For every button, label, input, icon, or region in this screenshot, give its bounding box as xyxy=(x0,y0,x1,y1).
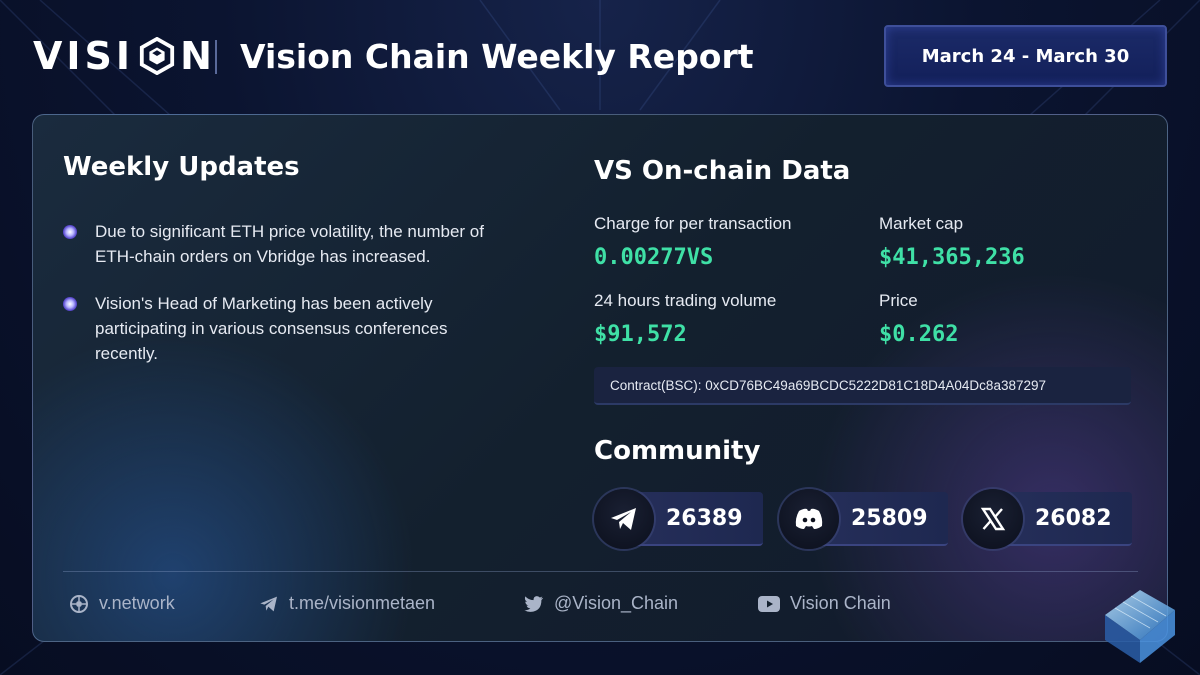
vision-logo: VISI N xyxy=(33,36,216,76)
list-item: Due to significant ETH price volatility,… xyxy=(63,219,513,269)
twitter-link-text: @Vision_Chain xyxy=(554,593,679,613)
discord-icon xyxy=(779,489,839,549)
report-panel: Weekly Updates Due to significant ETH pr… xyxy=(32,114,1168,642)
bullet-icon xyxy=(63,297,77,311)
globe-icon xyxy=(70,594,88,613)
logo-text-right: N xyxy=(180,34,216,78)
market-cap-value: $41,365,236 xyxy=(879,245,1025,270)
volume-value: $91,572 xyxy=(594,322,687,347)
onchain-data-title: VS On-chain Data xyxy=(594,156,851,186)
x-count: 26082 xyxy=(1035,506,1112,531)
charge-value: 0.00277VS xyxy=(594,245,714,270)
youtube-link-text: Vision Chain xyxy=(790,593,891,613)
date-range-badge: March 24 - March 30 xyxy=(884,25,1167,87)
discord-community-card[interactable]: 25809 xyxy=(779,489,948,549)
weekly-updates-list: Due to significant ETH price volatility,… xyxy=(63,219,513,388)
bullet-icon xyxy=(63,225,77,239)
x-community-card[interactable]: 26082 xyxy=(963,489,1132,549)
price-label: Price xyxy=(879,291,918,310)
footer-divider xyxy=(63,571,1138,572)
telegram-icon xyxy=(594,489,654,549)
page-title: Vision Chain Weekly Report xyxy=(240,37,754,76)
vision-cube-logo-icon xyxy=(139,37,175,75)
youtube-icon xyxy=(758,595,780,612)
decorative-cube-icon xyxy=(1105,590,1175,663)
website-text: v.network xyxy=(99,593,175,613)
header-divider xyxy=(215,40,217,74)
twitter-link[interactable]: @Vision_Chain xyxy=(524,593,678,614)
telegram-link[interactable]: t.me/visionmetaen xyxy=(259,593,435,614)
charge-label: Charge for per transaction xyxy=(594,214,792,233)
discord-count: 25809 xyxy=(851,506,928,531)
telegram-link-text: t.me/visionmetaen xyxy=(289,593,436,613)
telegram-small-icon xyxy=(260,596,277,611)
x-icon xyxy=(963,489,1023,549)
price-value: $0.262 xyxy=(879,322,959,347)
list-item: Vision's Head of Marketing has been acti… xyxy=(63,291,513,366)
twitter-bird-icon xyxy=(524,595,544,612)
date-range-text: March 24 - March 30 xyxy=(921,45,1130,67)
contract-address: Contract(BSC): 0xCD76BC49a69BCDC5222D81C… xyxy=(594,367,1131,405)
telegram-community-card[interactable]: 26389 xyxy=(594,489,763,549)
community-title: Community xyxy=(594,436,761,466)
youtube-link[interactable]: Vision Chain xyxy=(758,593,891,614)
market-cap-label: Market cap xyxy=(879,214,964,233)
website-link[interactable]: v.network xyxy=(69,593,175,614)
update-text: Vision's Head of Marketing has been acti… xyxy=(95,294,448,363)
telegram-count: 26389 xyxy=(666,506,743,531)
logo-text-left: VISI xyxy=(33,34,135,78)
volume-label: 24 hours trading volume xyxy=(594,291,777,310)
update-text: Due to significant ETH price volatility,… xyxy=(95,222,484,266)
weekly-updates-title: Weekly Updates xyxy=(63,152,300,182)
